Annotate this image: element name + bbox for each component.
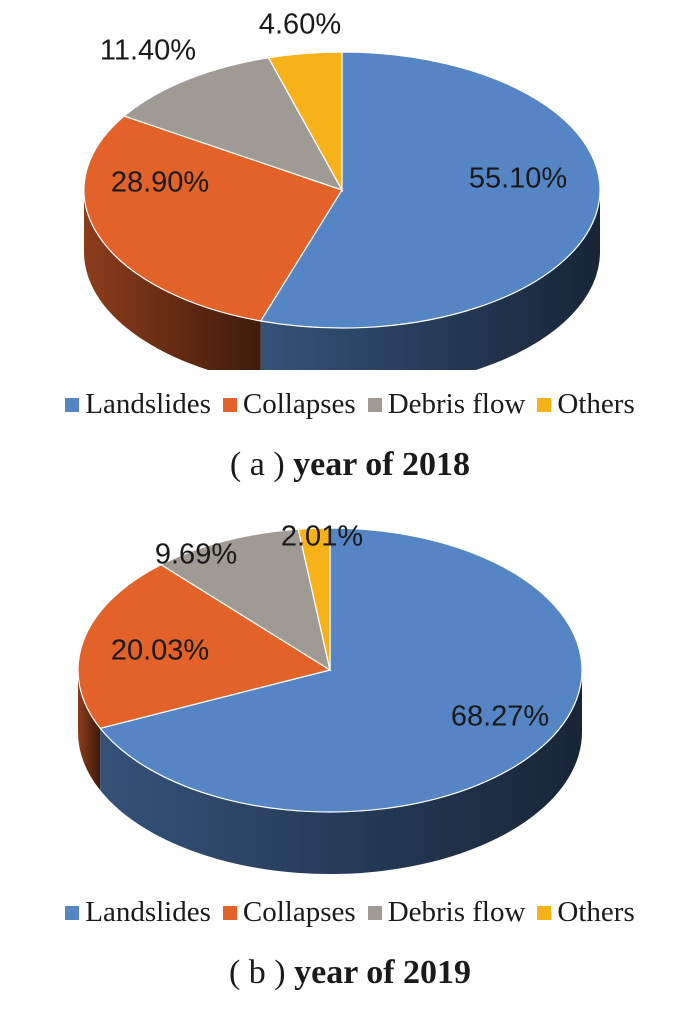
pie-slice-debris-flow — [159, 528, 331, 672]
caption-text: year of 2018 — [293, 446, 471, 483]
pie-slice-collapses — [77, 563, 332, 729]
data-label-debris-flow: 11.40% — [100, 35, 196, 67]
pie-slice-others — [267, 51, 343, 193]
legend-label-collapses: Collapses — [242, 896, 356, 928]
pie-panel-2018: 55.10% 28.90% 11.40% 4.60% Landslides Colla… — [0, 0, 700, 510]
legend-item-landslides: Landslides — [65, 896, 211, 929]
pie-slice-landslides — [99, 527, 583, 813]
legend-label-landslides: Landslides — [85, 896, 211, 928]
caption-letter: ( b ) — [228, 954, 286, 991]
legend-item-debris-flow: Debris flow — [367, 896, 526, 929]
legend-swatch-collapses — [222, 397, 237, 412]
legend-item-others: Others — [537, 388, 635, 421]
data-label-collapses: 20.03% — [111, 635, 209, 667]
data-label-collapses: 28.90% — [111, 167, 209, 199]
legend-label-debris-flow: Debris flow — [387, 388, 526, 420]
legend-swatch-others — [537, 905, 552, 920]
caption-letter: ( a ) — [229, 446, 285, 483]
legend-2018: Landslides Collapses Debris flow Others — [0, 388, 700, 421]
data-label-others: 4.60% — [259, 9, 341, 41]
legend-item-collapses: Collapses — [222, 896, 356, 929]
legend-swatch-landslides — [65, 905, 80, 920]
caption-text: year of 2019 — [294, 954, 472, 991]
legend-2019: Landslides Collapses Debris flow Others — [0, 896, 700, 929]
legend-label-collapses: Collapses — [242, 388, 356, 420]
legend-label-others: Others — [557, 388, 635, 420]
legend-swatch-collapses — [222, 905, 237, 920]
legend-item-debris-flow: Debris flow — [367, 388, 526, 421]
legend-item-others: Others — [537, 896, 635, 929]
data-label-debris-flow: 9.69% — [155, 539, 237, 571]
pie-slice-debris-flow — [122, 57, 344, 192]
legend-swatch-landslides — [65, 397, 80, 412]
pie-side-landslides — [260, 190, 600, 370]
data-label-landslides: 55.10% — [469, 163, 567, 195]
legend-label-landslides: Landslides — [85, 388, 211, 420]
pie-chart-2018: 55.10% 28.90% 11.40% 4.60% — [83, 9, 601, 370]
caption-2019: ( b ) year of 2019 — [0, 954, 700, 992]
legend-item-collapses: Collapses — [222, 388, 356, 421]
legend-item-landslides: Landslides — [65, 388, 211, 421]
pie-slice-landslides — [259, 51, 601, 329]
legend-swatch-debris-flow — [367, 397, 382, 412]
pie-chart-2019: 68.27% 20.03% 9.69% 2.01% — [77, 521, 583, 875]
pie-side-collapses — [84, 190, 261, 370]
legend-label-others: Others — [557, 896, 635, 928]
pie-panel-2019: 68.27% 20.03% 9.69% 2.01% Landslides Collap… — [0, 510, 700, 1021]
legend-swatch-others — [537, 397, 552, 412]
caption-2018: ( a ) year of 2018 — [0, 446, 700, 484]
legend-label-debris-flow: Debris flow — [387, 896, 526, 928]
legend-swatch-debris-flow — [367, 905, 382, 920]
data-label-landslides: 68.27% — [451, 701, 549, 733]
pie-slice-others — [297, 527, 331, 671]
data-label-others: 2.01% — [281, 521, 363, 553]
pie-slice-collapses — [83, 115, 343, 322]
pie-side-landslides — [100, 670, 583, 875]
